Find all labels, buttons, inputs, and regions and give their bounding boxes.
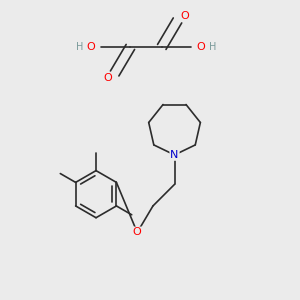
Text: N: N [170,150,179,160]
Text: O: O [103,74,112,83]
Text: O: O [180,11,189,20]
Text: O: O [133,227,142,237]
Text: O: O [197,42,206,52]
Text: H: H [209,42,217,52]
Text: H: H [76,42,83,52]
Text: O: O [87,42,95,52]
